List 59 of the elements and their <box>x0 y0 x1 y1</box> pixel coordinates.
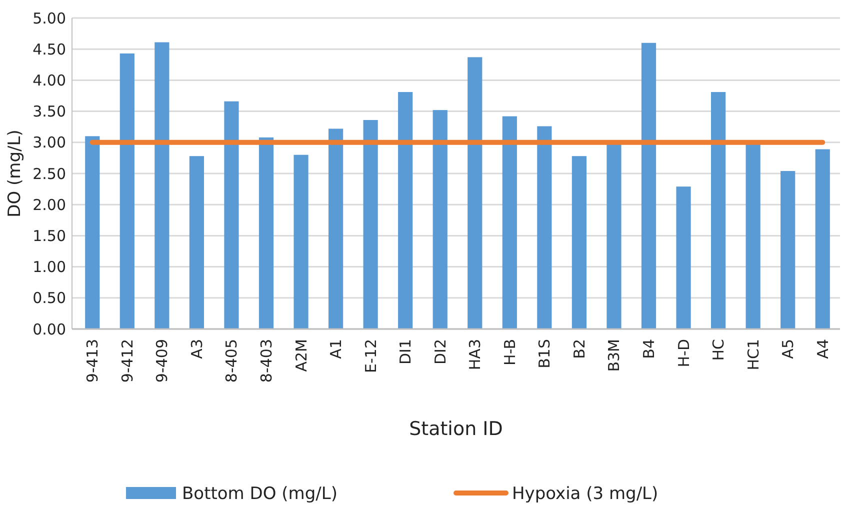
y-axis-title: DO (mg/L) <box>4 130 25 218</box>
x-tick-label: E-12 <box>362 339 380 373</box>
bar <box>572 156 587 329</box>
bar <box>606 144 622 329</box>
bar <box>398 92 413 329</box>
x-tick-label: A5 <box>779 339 798 359</box>
bar <box>85 136 100 329</box>
x-tick-label: HC1 <box>744 339 762 370</box>
x-tick-label: B4 <box>640 339 658 359</box>
y-tick-label: 0.50 <box>32 289 66 308</box>
x-tick-label: A4 <box>814 339 832 359</box>
bar <box>676 186 691 329</box>
bar <box>746 143 760 329</box>
bar <box>224 101 239 329</box>
x-tick-label: 8-405 <box>222 339 241 383</box>
y-tick-label: 4.50 <box>32 40 66 58</box>
x-tick-label: 8-403 <box>258 339 276 383</box>
bar <box>120 53 134 329</box>
bar <box>780 171 796 329</box>
x-tick-label: H-D <box>674 339 693 368</box>
x-tick-label: B2 <box>570 339 588 359</box>
bar <box>468 57 482 329</box>
x-tick-label: 9-413 <box>84 339 102 383</box>
y-tick-label: 3.50 <box>32 102 66 121</box>
x-tick-label: HC <box>710 339 728 361</box>
legend-label: Hypoxia (3 mg/L) <box>512 484 658 504</box>
y-tick-label: 4.00 <box>32 71 66 90</box>
bar <box>328 128 344 329</box>
x-axis-title: Station ID <box>409 418 503 440</box>
y-tick-label: 1.00 <box>32 258 66 276</box>
bar <box>641 42 656 329</box>
x-tick-label: A2M <box>292 339 310 372</box>
bar <box>154 42 170 329</box>
x-tick-label: HA3 <box>466 339 484 370</box>
legend-label: Bottom DO (mg/L) <box>182 484 338 504</box>
bar <box>537 126 552 329</box>
bar <box>502 116 517 329</box>
bar <box>815 149 830 329</box>
y-tick-label: 2.00 <box>32 196 66 214</box>
bar <box>363 120 378 329</box>
x-tick-label: 9-409 <box>153 339 172 383</box>
x-tick-label: H-B <box>500 339 519 366</box>
x-tick-label: B1S <box>536 339 554 368</box>
bar <box>432 110 448 329</box>
bar <box>710 92 726 329</box>
x-tick-label: B3M <box>605 339 624 372</box>
y-tick-label: 3.00 <box>32 134 66 152</box>
x-tick-label: DI2 <box>431 339 450 365</box>
bar <box>294 154 308 329</box>
y-tick-label: 1.50 <box>32 226 66 245</box>
x-tick-label: A1 <box>327 339 346 359</box>
y-tick-label: 0.00 <box>32 320 66 338</box>
bar <box>258 137 274 329</box>
bar <box>189 156 204 329</box>
y-tick-label: 2.50 <box>32 164 66 183</box>
x-tick-label: A3 <box>188 339 206 359</box>
y-tick-label: 5.00 <box>32 9 66 28</box>
x-tick-label: DI1 <box>396 339 415 365</box>
x-tick-label: 9-412 <box>118 339 136 383</box>
